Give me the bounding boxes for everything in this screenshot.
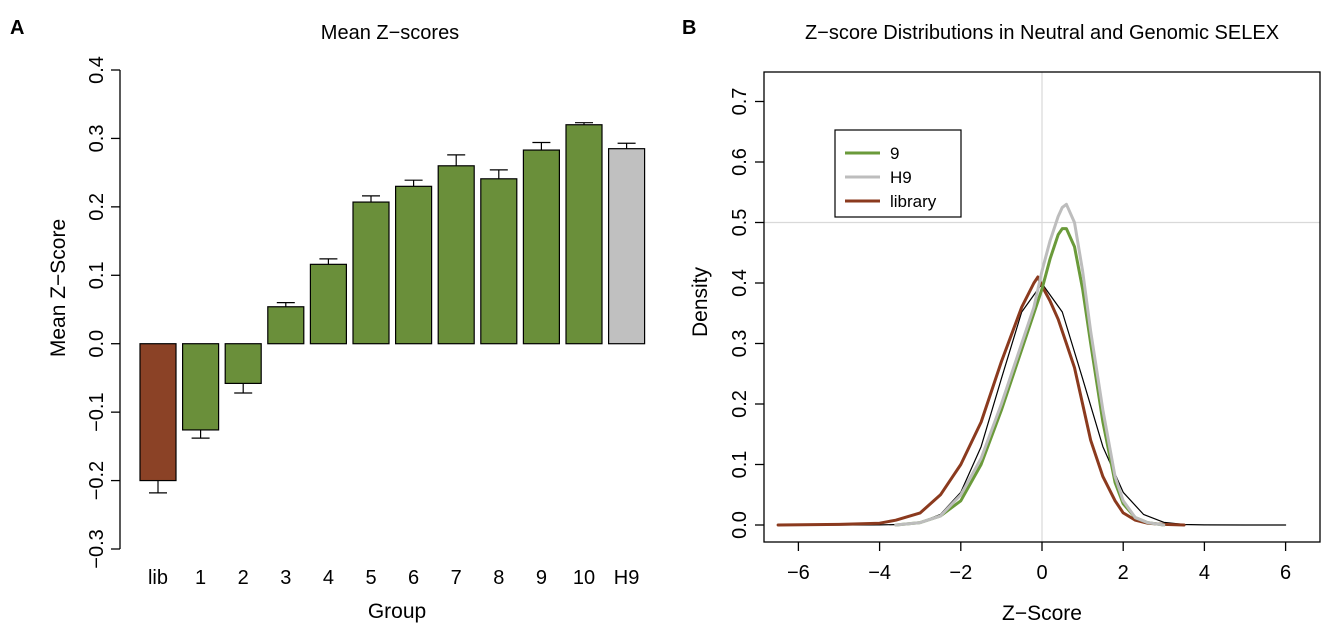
x-tick-label: 0 xyxy=(1036,562,1047,584)
x-tick-label: 9 xyxy=(536,567,547,589)
y-tick-label: 0.2 xyxy=(86,193,108,221)
y-tick-label: 0.4 xyxy=(86,56,108,84)
density-line-library xyxy=(776,275,1186,527)
legend-label: 9 xyxy=(890,144,899,163)
y-tick-label: 0.1 xyxy=(86,261,108,289)
bar xyxy=(480,178,518,345)
x-tick-label: 1 xyxy=(195,567,206,589)
chart-a-title: Mean Z−scores xyxy=(321,22,459,44)
chart-b-title: Z−score Distributions in Neutral and Gen… xyxy=(805,22,1279,44)
bar xyxy=(395,185,433,345)
y-tick-label: 0.2 xyxy=(729,390,751,418)
chart-a-error-bars xyxy=(149,122,636,494)
chart-b-y-ticks: 0.0 0.1 0.2 0.3 0.4 0.5 0.6 0.7 xyxy=(729,88,764,539)
x-tick-label: H9 xyxy=(614,567,640,589)
bar xyxy=(309,263,347,345)
chart-b-x-ticks: −6 −4 −2 0 2 4 6 xyxy=(787,542,1291,584)
x-tick-label: −6 xyxy=(787,562,810,584)
chart-a-bars xyxy=(139,124,646,482)
y-tick-label: −0.2 xyxy=(86,461,108,500)
x-tick-label: lib xyxy=(148,567,168,589)
x-tick-label: −2 xyxy=(949,562,972,584)
x-tick-label: 2 xyxy=(1118,562,1129,584)
chart-a-y-axis-label: Mean Z−Score xyxy=(47,219,70,357)
y-tick-label: −0.3 xyxy=(86,529,108,568)
chart-a-x-tick-labels: lib 1 2 3 4 5 6 7 8 9 10 H9 xyxy=(148,567,639,589)
y-tick-label: 0.0 xyxy=(729,511,751,539)
legend-label: library xyxy=(890,192,937,211)
y-tick-label: −0.1 xyxy=(86,392,108,431)
y-tick-label: 0.7 xyxy=(729,88,751,116)
density-line-h9 xyxy=(894,202,1166,527)
y-tick-label: 0.3 xyxy=(86,125,108,153)
density-line-9 xyxy=(894,227,1166,527)
y-tick-label: 0.3 xyxy=(729,330,751,358)
chart-a-x-axis-label: Group xyxy=(368,600,426,623)
chart-a-y-ticks: −0.3 −0.2 −0.1 0.0 0.1 0.2 0.3 0.4 xyxy=(86,56,120,569)
x-tick-label: 6 xyxy=(408,567,419,589)
y-tick-label: 0.5 xyxy=(729,209,751,237)
x-tick-label: 3 xyxy=(280,567,291,589)
x-tick-label: 4 xyxy=(1199,562,1210,584)
chart-b-series-lines xyxy=(776,202,1287,527)
bar xyxy=(522,149,561,345)
chart-b-y-axis-label: Density xyxy=(689,266,712,337)
x-tick-label: 5 xyxy=(365,567,376,589)
bar xyxy=(607,148,646,345)
x-tick-label: 8 xyxy=(493,567,504,589)
bar xyxy=(224,343,262,385)
x-tick-label: 7 xyxy=(451,567,462,589)
bar xyxy=(139,343,177,482)
bar xyxy=(352,201,390,345)
y-tick-label: 0.0 xyxy=(86,330,108,358)
x-tick-label: 6 xyxy=(1280,562,1291,584)
legend-label: H9 xyxy=(890,168,912,187)
y-tick-label: 0.6 xyxy=(729,148,751,176)
bar xyxy=(437,165,475,345)
x-tick-label: 10 xyxy=(573,567,595,589)
x-tick-label: 2 xyxy=(238,567,249,589)
y-tick-label: 0.4 xyxy=(729,269,751,297)
bar xyxy=(267,306,305,345)
x-tick-label: −4 xyxy=(868,562,891,584)
chart-b-legend: 9 H9 library xyxy=(834,129,962,218)
panel-a-letter: A xyxy=(10,17,24,39)
chart-b-reference-lines xyxy=(764,72,1320,542)
bar xyxy=(565,124,603,345)
x-tick-label: 4 xyxy=(323,567,334,589)
panel-b-letter: B xyxy=(682,17,696,39)
panel-a: A Mean Z−scores Mean Z−Score Group −0.3−… xyxy=(10,17,646,623)
panel-b: B Z−score Distributions in Neutral and G… xyxy=(682,17,1321,625)
bar xyxy=(182,343,220,431)
y-tick-label: 0.1 xyxy=(729,451,751,479)
chart-b-x-axis-label: Z−Score xyxy=(1002,602,1082,625)
